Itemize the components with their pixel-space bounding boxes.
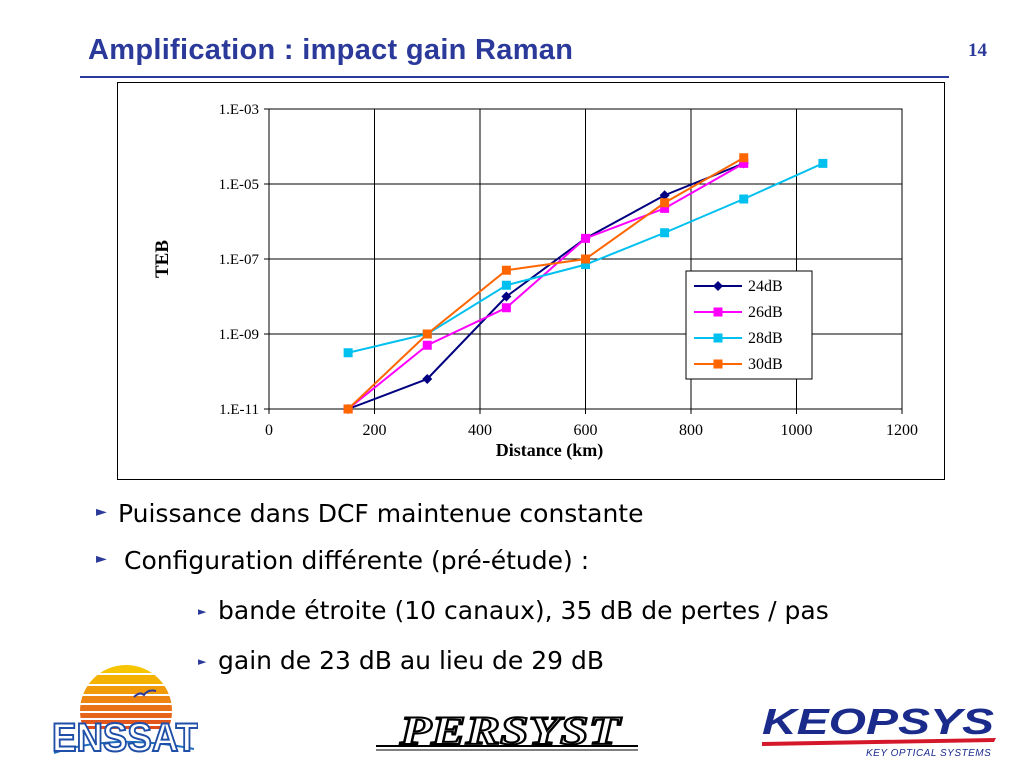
data-point-30dB (660, 198, 670, 208)
series-line-30dB (347, 156, 745, 410)
y-tick-label: 1.E-05 (219, 177, 259, 193)
bullet-1-text: Puissance dans DCF maintenue constante (118, 499, 644, 528)
persyst-logo: PERSYST (376, 707, 638, 754)
title-rule (80, 76, 949, 78)
data-point-30dB (501, 265, 511, 275)
data-point-28dB (501, 280, 511, 290)
sub-bullet-2-text: gain de 23 dB au lieu de 29 dB (218, 646, 604, 675)
data-point-28dB (343, 348, 353, 358)
data-point-26dB (739, 158, 749, 168)
data-point-28dB (581, 260, 590, 270)
y-tick-label: 1.E-11 (219, 402, 259, 418)
x-tick-label: 0 (265, 422, 273, 439)
keopsys-logo-text: KEOPSYS (762, 701, 994, 742)
data-point-28dB (818, 158, 828, 168)
legend-label-24dB: 24dB (748, 278, 783, 295)
keopsys-logo: KEOPSYS KEY OPTICAL SYSTEMS (762, 701, 996, 759)
persyst-logo-text: PERSYST (399, 708, 622, 753)
x-tick-label: 1200 (886, 422, 918, 439)
series-line-24dB (347, 162, 745, 410)
legend-label-26dB: 26dB (748, 304, 783, 321)
y-tick-label: 1.E-03 (219, 102, 259, 118)
small-triangle-bullet-icon: ► (198, 605, 207, 618)
legend-marker-26dB (713, 307, 723, 317)
data-point-30dB (422, 329, 432, 339)
y-axis-label: TEB (152, 240, 173, 278)
data-point-24dB (422, 374, 433, 384)
triangle-bullet-icon: ► (96, 551, 107, 567)
data-point-28dB (739, 194, 749, 204)
x-tick-label: 800 (679, 422, 703, 439)
slide-title: Amplification : impact gain Raman (88, 34, 574, 66)
legend-label-28dB: 28dB (748, 330, 783, 347)
legend-marker-28dB (713, 333, 723, 343)
data-point-24dB (659, 190, 670, 201)
bullet-2-text: Configuration différente (pré-étude) : (124, 546, 590, 575)
series-line-26dB (347, 162, 745, 410)
data-point-26dB (581, 233, 590, 243)
data-point-26dB (501, 303, 511, 313)
data-point-26dB (422, 340, 432, 350)
keopsys-tagline: KEY OPTICAL SYSTEMS (866, 748, 991, 759)
x-tick-label: 200 (363, 422, 387, 439)
data-point-26dB (660, 203, 670, 213)
data-point-24dB (501, 291, 512, 302)
data-point-30dB (581, 254, 590, 264)
enssat-logo-text: ENSSAT (52, 716, 198, 760)
chart-frame: 0 200 400 600 800 1000 1200 1.E-03 1.E-05 1.E-07 1… (117, 82, 945, 480)
enssat-logo: ENSSAT (51, 665, 198, 761)
small-triangle-bullet-icon: ► (198, 655, 207, 668)
x-tick-label: 1000 (781, 422, 813, 439)
legend (685, 270, 813, 380)
legend-label-30dB: 30dB (748, 356, 783, 373)
x-tick-label: 600 (574, 422, 598, 439)
sub-bullet-1-text: bande étroite (10 canaux), 35 dB de pert… (218, 596, 829, 625)
legend-marker-30dB (713, 359, 723, 369)
page-number: 14 (968, 40, 987, 61)
triangle-bullet-icon: ► (96, 504, 107, 520)
x-axis-label: Distance (km) (496, 440, 603, 461)
x-tick-label: 400 (468, 422, 492, 439)
data-point-30dB (739, 153, 749, 163)
teb-chart: 0 200 400 600 800 1000 1200 1.E-03 1.E-05 1.E-07 1… (152, 102, 918, 461)
data-point-30dB (343, 404, 353, 414)
y-tick-label: 1.E-07 (219, 252, 260, 268)
legend-marker-24dB (713, 281, 723, 291)
data-point-28dB (660, 228, 670, 238)
y-tick-label: 1.E-09 (219, 327, 259, 343)
